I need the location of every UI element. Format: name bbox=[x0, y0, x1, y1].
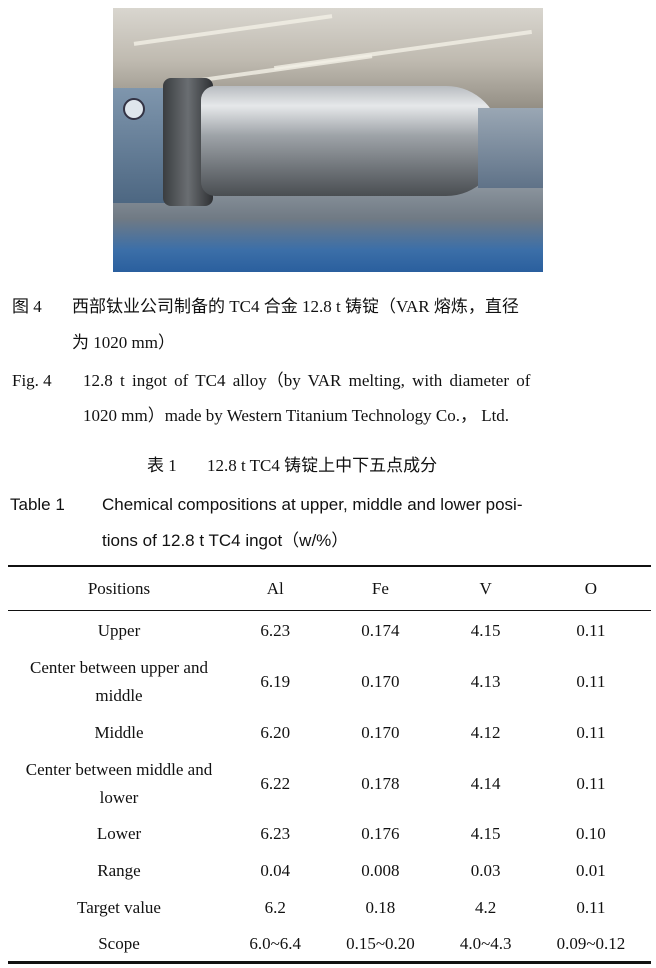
cell-al: 6.20 bbox=[260, 722, 291, 742]
cell-al: 6.23 bbox=[260, 823, 291, 843]
cell-o: 0.01 bbox=[576, 861, 606, 880]
cell-al: 6.22 bbox=[260, 773, 291, 793]
cell-pos: Middle bbox=[94, 722, 144, 742]
header-positions: Positions bbox=[8, 566, 230, 611]
cell-fe: 0.18 bbox=[365, 898, 396, 917]
cell-al: 0.04 bbox=[260, 861, 291, 880]
table-row: Middle 6.20 0.170 4.12 0.11 bbox=[8, 713, 651, 753]
cell-al: 6.19 bbox=[260, 671, 291, 691]
figure-label-cn: 图 4 bbox=[12, 297, 42, 316]
cell-v: 4.0~4.3 bbox=[459, 933, 512, 953]
cell-o: 0.11 bbox=[576, 773, 606, 793]
table-title-en-line1: Chemical compositions at upper, middle a… bbox=[102, 495, 523, 514]
figure-label-en: Fig. 4 bbox=[12, 371, 52, 390]
ingot-photo bbox=[113, 8, 543, 272]
table-header-row: Positions Al Fe V O bbox=[8, 566, 651, 611]
table-row: Range 0.04 0.008 0.03 0.01 bbox=[8, 853, 651, 890]
cell-pos: Center between middle and lower bbox=[25, 759, 213, 807]
table-label-cn: 表 1 bbox=[147, 456, 177, 475]
cell-fe: 0.15~0.20 bbox=[346, 933, 415, 953]
cell-pos: Scope bbox=[98, 933, 140, 953]
table-row: Lower 6.23 0.176 4.15 0.10 bbox=[8, 815, 651, 853]
cell-o: 0.10 bbox=[576, 823, 606, 843]
header-fe: Fe bbox=[320, 566, 441, 611]
header-v: V bbox=[440, 566, 531, 611]
figure-caption-cn-line1: 西部钛业公司制备的 TC4 合金 12.8 t 铸锭（VAR 熔炼，直径 bbox=[72, 297, 519, 316]
cell-v: 0.03 bbox=[470, 861, 501, 880]
header-al: Al bbox=[230, 566, 321, 611]
cell-pos: Upper bbox=[97, 620, 141, 640]
cell-fe: 0.174 bbox=[361, 620, 400, 640]
composition-table: Positions Al Fe V O Upper 6.23 0.174 4.15 0.… bbox=[8, 565, 651, 964]
cell-o: 0.11 bbox=[576, 898, 606, 917]
table-title-cn: 12.8 t TC4 铸锭上中下五点成分 bbox=[207, 456, 438, 475]
cell-v: 4.12 bbox=[470, 722, 501, 742]
cell-fe: 0.178 bbox=[361, 773, 400, 793]
cell-v: 4.15 bbox=[470, 620, 501, 640]
cell-fe: 0.176 bbox=[361, 823, 400, 843]
cell-v: 4.14 bbox=[470, 773, 501, 793]
table-title-en-line2: tions of 12.8 t TC4 ingot（w/%） bbox=[102, 531, 349, 550]
cell-fe: 0.170 bbox=[361, 671, 400, 691]
table-row: Center between upper and middle 6.19 0.170… bbox=[8, 651, 651, 713]
cell-pos: Target value bbox=[77, 898, 161, 917]
cell-v: 4.2 bbox=[475, 898, 497, 917]
cell-o: 0.11 bbox=[576, 620, 606, 640]
cell-o: 0.09~0.12 bbox=[556, 933, 626, 953]
table-row: Center between middle and lower 6.22 0.178… bbox=[8, 753, 651, 815]
cell-v: 4.15 bbox=[470, 823, 501, 843]
table-row: Target value 6.2 0.18 4.2 0.11 bbox=[8, 890, 651, 927]
header-o: O bbox=[530, 566, 651, 611]
cell-pos: Range bbox=[97, 861, 141, 880]
cell-fe: 0.008 bbox=[361, 861, 400, 880]
cell-pos: Center between upper and middle bbox=[30, 657, 208, 705]
figure-caption-en-line2: 1020 mm）made by Western Titanium Technol… bbox=[83, 406, 510, 425]
cell-o: 0.11 bbox=[576, 722, 606, 742]
cell-pos: Lower bbox=[96, 823, 142, 843]
figure-caption-en-line1: 12.8 t ingot of TC4 alloy（by VAR melting… bbox=[83, 371, 531, 390]
table-row: Upper 6.23 0.174 4.15 0.11 bbox=[8, 611, 651, 651]
cell-al: 6.23 bbox=[260, 620, 291, 640]
cell-al: 6.0~6.4 bbox=[249, 933, 302, 953]
cell-v: 4.13 bbox=[470, 671, 501, 691]
table-row: Scope 6.0~6.4 0.15~0.20 4.0~4.3 0.09~0.12 bbox=[8, 927, 651, 963]
cell-o: 0.11 bbox=[576, 671, 606, 691]
cell-fe: 0.170 bbox=[361, 722, 400, 742]
figure-caption-cn-line2: 为 1020 mm） bbox=[72, 333, 175, 352]
cell-al: 6.2 bbox=[264, 898, 286, 917]
table-label-en: Table 1 bbox=[10, 495, 65, 514]
